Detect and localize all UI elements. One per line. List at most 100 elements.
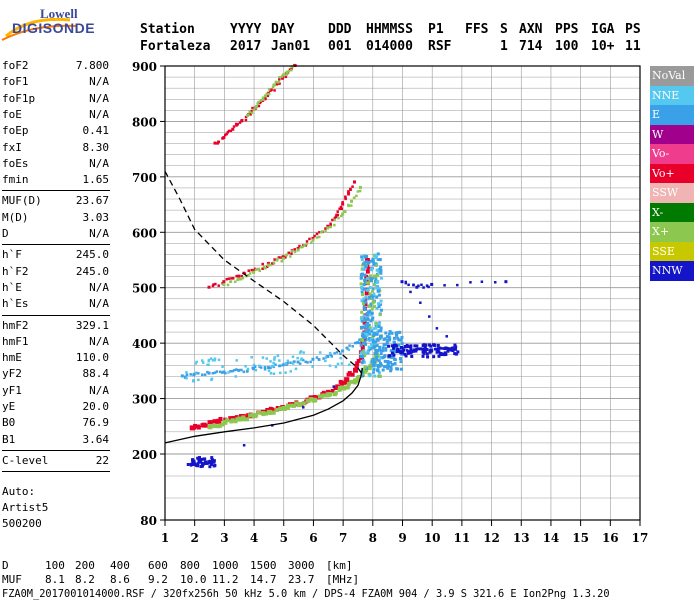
echo-point bbox=[379, 326, 383, 330]
echo-point bbox=[299, 358, 303, 361]
echo-point bbox=[360, 290, 364, 294]
header-value-axn: 714 bbox=[519, 39, 543, 54]
echo-point bbox=[367, 366, 371, 370]
echo-point bbox=[379, 329, 383, 333]
echo-point bbox=[370, 329, 374, 333]
legend-item-x: X+ bbox=[650, 222, 694, 242]
echo-point bbox=[336, 362, 340, 366]
echo-point bbox=[423, 345, 427, 349]
param-name: yF1 bbox=[2, 383, 22, 397]
echo-point bbox=[375, 330, 379, 334]
param-value: 8.30 bbox=[82, 140, 110, 154]
echo-point bbox=[311, 365, 314, 368]
echo-point bbox=[344, 210, 347, 213]
echo-point bbox=[405, 349, 409, 352]
echo-point bbox=[360, 258, 364, 262]
echo-point bbox=[402, 348, 406, 352]
param-value: N/A bbox=[89, 156, 109, 170]
echo-point bbox=[365, 288, 369, 292]
echo-point bbox=[237, 274, 241, 278]
param-row-hme: hmE 110.0 bbox=[2, 350, 109, 366]
echo-point bbox=[366, 328, 370, 332]
muf-value: 14.7 bbox=[250, 573, 277, 586]
echo-point bbox=[247, 273, 250, 277]
echo-point bbox=[224, 371, 227, 375]
echo-point bbox=[211, 371, 215, 375]
echo-point bbox=[207, 371, 211, 375]
echo-point bbox=[246, 367, 250, 371]
param-value: N/A bbox=[89, 383, 109, 397]
echo-point bbox=[277, 80, 281, 84]
echo-point bbox=[378, 313, 382, 317]
echo-point bbox=[313, 398, 318, 403]
echo-point bbox=[301, 401, 306, 406]
echo-point bbox=[263, 367, 267, 371]
echo-point bbox=[270, 407, 275, 412]
echo-point bbox=[369, 294, 373, 298]
echo-point bbox=[386, 362, 390, 366]
echo-point bbox=[360, 255, 364, 259]
echo-point bbox=[375, 281, 379, 285]
echo-point bbox=[366, 321, 370, 325]
x-tick-label: 16 bbox=[602, 531, 619, 545]
y-axis-ticks: 80 200 300 400 500 600 700 800 900 bbox=[132, 60, 165, 528]
param-row-hmf1: hmF1 N/A bbox=[2, 334, 109, 350]
echo-point bbox=[329, 224, 332, 227]
echo-point bbox=[368, 295, 372, 299]
echo-point bbox=[368, 285, 372, 289]
echo-point bbox=[371, 316, 375, 320]
echo-point bbox=[276, 354, 280, 358]
echo-point bbox=[275, 259, 279, 262]
echo-point bbox=[419, 301, 422, 304]
echo-point bbox=[254, 268, 258, 271]
header-value-day: Jan01 bbox=[271, 39, 310, 54]
param-name: MUF(D) bbox=[2, 194, 42, 208]
echo-point bbox=[362, 283, 366, 287]
echo-point bbox=[371, 260, 375, 264]
echo-point bbox=[284, 75, 288, 79]
echo-point bbox=[504, 280, 508, 284]
echo-point bbox=[379, 334, 383, 338]
d-value: 100 bbox=[45, 559, 65, 572]
echo-point bbox=[279, 406, 284, 411]
param-value: 20.0 bbox=[82, 400, 110, 413]
echo-point bbox=[285, 253, 289, 256]
echo-point bbox=[298, 362, 302, 365]
echo-point bbox=[363, 325, 367, 329]
header-label-axn: AXN bbox=[519, 22, 543, 37]
echo-point bbox=[387, 338, 391, 342]
echo-point bbox=[374, 274, 378, 278]
echo-point bbox=[267, 92, 271, 96]
echo-point bbox=[374, 340, 378, 344]
echo-point bbox=[254, 368, 258, 372]
echo-point bbox=[212, 283, 215, 286]
echo-point bbox=[222, 280, 226, 284]
echo-point bbox=[341, 202, 345, 206]
param-row-hes: h`Es N/A bbox=[2, 296, 109, 312]
param-name: yE bbox=[2, 400, 16, 413]
x-tick-label: 3 bbox=[220, 531, 228, 545]
echo-point bbox=[358, 185, 362, 189]
d-value: 1000 bbox=[212, 559, 239, 572]
echo-point bbox=[376, 274, 380, 278]
echo-point bbox=[394, 350, 398, 354]
header-label-s: S bbox=[500, 22, 508, 37]
echo-point bbox=[435, 350, 439, 354]
echo-point bbox=[389, 365, 393, 369]
echo-point bbox=[217, 284, 220, 287]
echo-point bbox=[211, 359, 215, 362]
echo-point bbox=[359, 356, 364, 361]
echo-point bbox=[273, 89, 276, 92]
echo-point bbox=[372, 327, 376, 331]
echo-point bbox=[375, 356, 379, 360]
x-axis-ticks: 1 2 3 4 5 6 7 8 9 10 11 12 13 14 15 16 17 bbox=[161, 520, 648, 545]
param-value: N/A bbox=[89, 75, 109, 89]
echo-point bbox=[213, 357, 217, 361]
echo-point bbox=[412, 349, 416, 353]
echo-point bbox=[399, 338, 403, 342]
echo-point bbox=[287, 251, 290, 255]
echo-point bbox=[216, 142, 219, 145]
echo-point bbox=[378, 374, 382, 378]
echo-point bbox=[301, 245, 304, 249]
param-name: foF1p bbox=[2, 91, 36, 105]
